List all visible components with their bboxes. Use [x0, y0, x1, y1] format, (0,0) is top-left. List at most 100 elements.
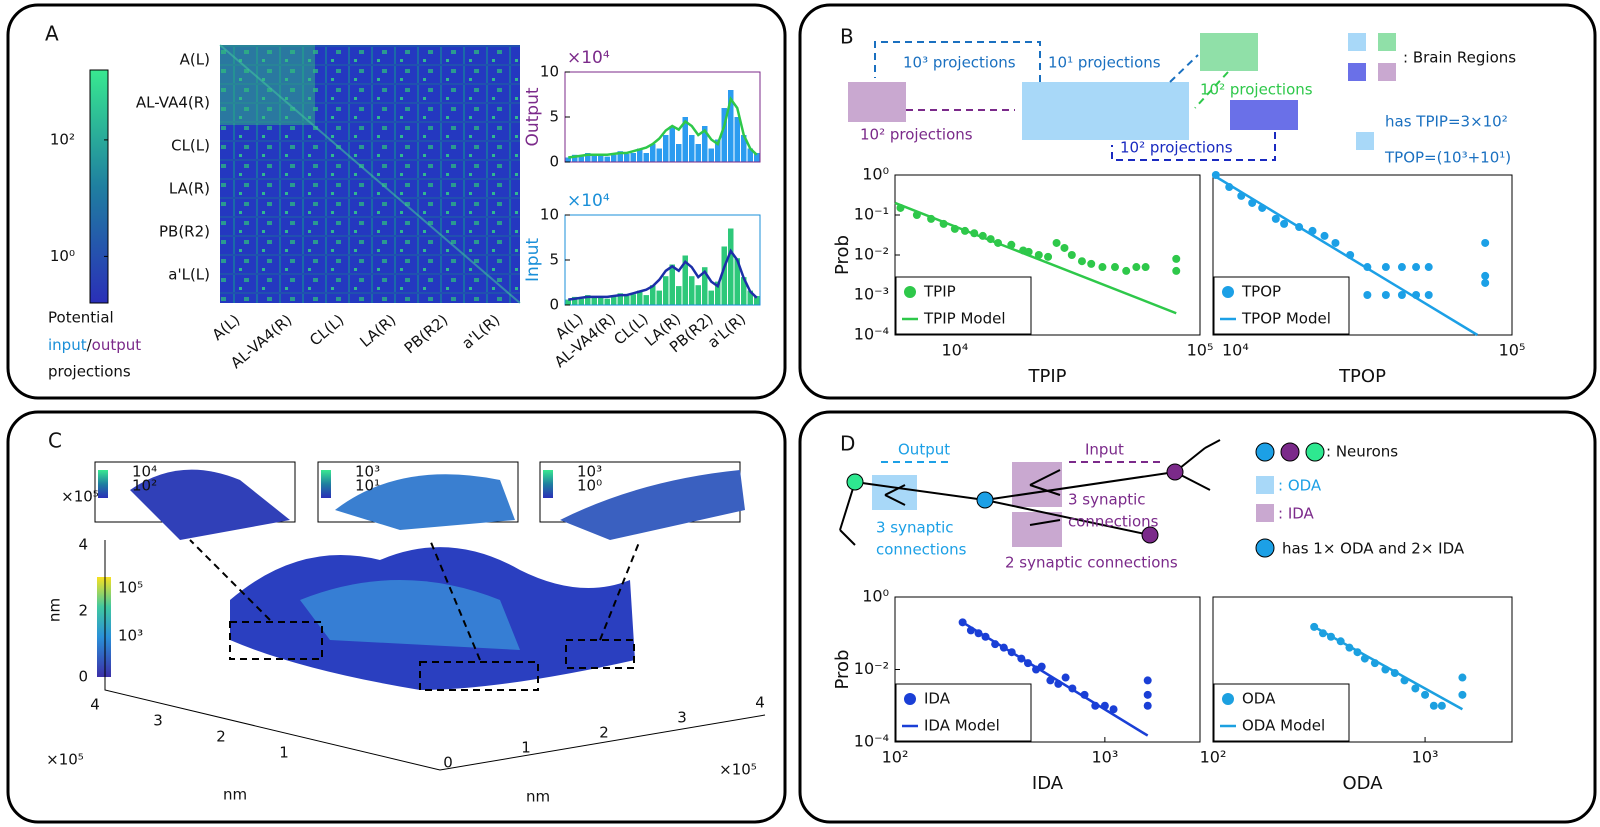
legend-label: ODA Model — [1242, 717, 1325, 735]
line — [568, 96, 758, 159]
point — [1320, 231, 1329, 240]
colorbar — [89, 69, 109, 304]
legend-neuron — [1255, 442, 1275, 462]
legend-marker — [904, 286, 916, 298]
x-tick-label: 10³ — [1412, 748, 1439, 767]
bar — [637, 148, 643, 162]
model-line — [894, 201, 1177, 315]
inset-cloud — [335, 474, 515, 530]
bar — [669, 264, 675, 305]
legend-text: : ODA — [1278, 477, 1322, 495]
row-label: AL-VA4(R) — [136, 94, 210, 112]
legend-text: TPOP=(10³+10¹) — [1384, 149, 1511, 167]
point — [1172, 266, 1181, 275]
bar — [624, 296, 630, 305]
legend-neuron — [1280, 442, 1300, 462]
point — [1141, 263, 1150, 272]
x-axis-label: TPOP — [1338, 366, 1386, 387]
point — [1363, 291, 1372, 299]
arrow-label: 10¹ projections — [1048, 54, 1161, 72]
axis-text: 10¹ — [355, 477, 380, 495]
point — [1331, 238, 1340, 247]
bar — [702, 267, 708, 305]
arrow — [874, 41, 1041, 82]
caption: projections — [48, 363, 131, 381]
bar — [591, 297, 597, 305]
axis-text: nm — [223, 786, 247, 804]
bar — [591, 155, 597, 162]
x-tick-label: 10² — [1200, 748, 1227, 767]
point — [1143, 701, 1152, 710]
y-tick-label: 5 — [549, 108, 559, 126]
legend-text: : Neurons — [1326, 443, 1398, 461]
inset-cloud — [130, 469, 290, 540]
bar — [669, 126, 675, 162]
axis-text: 1 — [279, 744, 289, 762]
point — [1458, 673, 1467, 682]
row-label: CL(L) — [171, 137, 210, 155]
y-tick-label: 10 — [540, 206, 559, 224]
bar — [721, 246, 727, 305]
bar — [715, 139, 721, 162]
point — [1061, 673, 1070, 682]
bar — [578, 298, 584, 305]
point — [1381, 263, 1390, 272]
point — [1109, 705, 1118, 714]
oda-box — [872, 475, 917, 510]
point — [1280, 219, 1289, 228]
x-tick-label: 10³ — [1091, 748, 1118, 767]
point — [1397, 291, 1406, 299]
x-tick-label: 10⁴ — [941, 341, 968, 360]
axis-text: 10³ — [355, 463, 380, 481]
legend-text: : IDA — [1278, 505, 1315, 523]
line — [568, 248, 758, 301]
x-axis-label: ODA — [1342, 773, 1383, 794]
bar — [650, 285, 656, 305]
zoom-box — [229, 621, 323, 660]
x-tick-label: 10² — [882, 748, 909, 767]
caption: Potential — [48, 309, 114, 327]
axis-text: 10³ — [118, 627, 143, 645]
axis-text: ×10⁵ — [61, 488, 99, 506]
point — [1052, 238, 1061, 247]
point — [1481, 271, 1490, 280]
point — [1381, 291, 1390, 299]
bar — [682, 255, 688, 305]
region — [1230, 100, 1298, 130]
point — [1132, 263, 1141, 272]
bar — [702, 126, 708, 162]
legend-swatch — [1356, 132, 1374, 150]
neuron — [1141, 526, 1159, 544]
annotation: connections — [876, 541, 967, 559]
y-tick-label: 10⁻⁴ — [854, 732, 889, 751]
panel-label: C — [48, 429, 62, 453]
point — [1172, 254, 1181, 263]
point — [1110, 263, 1119, 272]
x-tick-label: 10⁵ — [1499, 341, 1526, 360]
bar — [715, 281, 721, 305]
caption-input: input — [48, 336, 87, 354]
axis-text: 3 — [677, 709, 687, 727]
bar — [643, 153, 649, 162]
bar — [708, 148, 714, 162]
axis-text: ×10⁵ — [46, 751, 84, 769]
bar — [585, 295, 591, 305]
legend-label: IDA — [924, 690, 951, 708]
legend-marker — [1222, 286, 1234, 298]
y-tick-label: 10⁻⁴ — [854, 325, 889, 344]
neuron — [846, 473, 864, 491]
bar — [643, 295, 649, 305]
inset-colorbar — [98, 470, 108, 498]
axis-text: nm — [526, 788, 550, 806]
model-line — [1313, 625, 1464, 711]
y-tick-label: 10 — [540, 63, 559, 81]
bar — [689, 135, 695, 162]
bar — [611, 296, 617, 305]
axis-text: 10⁴ — [132, 463, 157, 481]
region — [1200, 33, 1258, 71]
bar — [728, 90, 734, 162]
neuron — [1166, 463, 1184, 481]
bar — [734, 258, 740, 305]
legend-swatch — [1348, 33, 1366, 51]
y-tick-label: 10⁻¹ — [854, 205, 889, 224]
